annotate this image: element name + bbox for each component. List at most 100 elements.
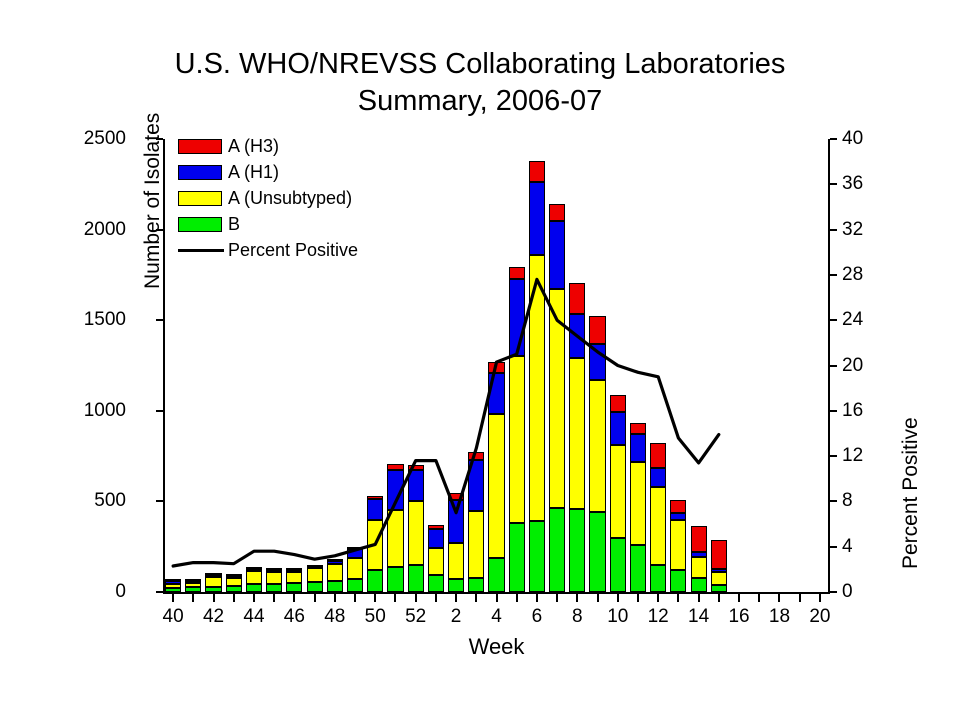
bar-segment-a-h1 [286, 570, 303, 573]
bar-segment-a-h3 [569, 283, 586, 314]
bar-segment-a-h3 [488, 361, 505, 373]
bar-segment-a-h1 [266, 570, 283, 573]
bar-segment-a-h3 [508, 266, 525, 279]
legend-item-a-h1: A (H1) [178, 160, 408, 186]
right-tick-label: 20 [842, 354, 864, 376]
bar-segment-a-unsubtyped [468, 511, 485, 579]
x-tick-label: 44 [243, 606, 265, 627]
right-tick-label: 4 [842, 535, 853, 557]
bar-segment-b [609, 537, 626, 592]
bar-segment-a-h1 [589, 343, 606, 380]
bar-segment-a-unsubtyped [549, 288, 566, 508]
bar-segment-b [306, 582, 323, 592]
right-tick-mark [830, 183, 837, 186]
bar-stack [306, 564, 323, 592]
bar-stack [569, 283, 586, 592]
right-tick-mark [830, 409, 837, 412]
bar-stack [468, 451, 485, 592]
bar-segment-a-h1 [447, 499, 465, 544]
left-tick-label: 0 [115, 581, 126, 602]
bar-segment-a-h1 [549, 220, 566, 289]
left-tick-mark [156, 409, 163, 412]
x-tick-label: 10 [607, 606, 629, 627]
legend-label-a-h3: A (H3) [228, 136, 280, 156]
bar-segment-b [670, 570, 687, 592]
bar-segment-a-h3 [528, 160, 545, 182]
bar-segment-a-h3 [710, 540, 727, 570]
bar-segment-a-unsubtyped [245, 571, 263, 584]
right-tick-label: 24 [842, 309, 864, 331]
bar-segment-a-unsubtyped [387, 510, 404, 567]
bar-segment-a-unsubtyped [225, 578, 242, 586]
bar-segment-b [286, 582, 303, 592]
bar-stack [670, 499, 687, 592]
bar-segment-a-h3 [629, 422, 647, 435]
bar-stack [427, 524, 444, 592]
bar-segment-b [629, 544, 647, 592]
bar-segment-b [690, 577, 707, 592]
bar-segment-a-h3 [185, 578, 202, 581]
x-tick-mark [313, 594, 316, 602]
x-tick-mark [475, 594, 478, 602]
bar-segment-a-unsubtyped [286, 572, 303, 583]
bar-segment-a-h1 [629, 434, 647, 462]
bar-segment-b [589, 512, 606, 592]
x-tick-mark [576, 594, 579, 602]
legend-item-percent-positive: Percent Positive [178, 238, 408, 264]
bar-stack [690, 525, 707, 592]
bar-segment-b [326, 581, 343, 592]
bar-segment-a-h3 [650, 442, 667, 468]
left-tick-label: 2000 [83, 218, 126, 240]
x-tick-label: 42 [202, 606, 225, 627]
x-tick-mark [394, 594, 397, 602]
x-tick-mark [212, 594, 215, 602]
x-tick-mark [738, 594, 741, 602]
bar-segment-a-unsubtyped [569, 358, 586, 509]
bar-segment-a-h1 [387, 469, 404, 511]
x-tick-mark [434, 594, 437, 602]
bar-segment-b [266, 583, 283, 592]
bar-segment-a-h1 [245, 569, 263, 572]
bar-segment-a-h1 [367, 498, 384, 520]
legend-swatch-a-unsubtyped [178, 191, 222, 206]
bar-segment-b [569, 508, 586, 592]
bar-segment-a-unsubtyped [427, 547, 444, 575]
x-tick-label: 12 [647, 606, 669, 627]
x-tick-mark [232, 594, 235, 602]
bar-segment-b [508, 523, 525, 592]
x-tick-mark [495, 594, 498, 602]
bar-segment-a-h3 [165, 578, 182, 581]
bar-segment-a-h3 [245, 567, 263, 570]
bar-segment-a-h1 [650, 467, 667, 487]
bar-segment-a-unsubtyped [447, 543, 465, 580]
legend-label-b: B [228, 214, 241, 234]
bar-segment-a-h1 [165, 580, 182, 584]
bar-stack [346, 547, 364, 592]
right-tick-label: 28 [842, 263, 864, 285]
bar-segment-a-h1 [427, 528, 444, 548]
bar-stack [589, 315, 606, 592]
bar-segment-a-h1 [508, 278, 525, 356]
bar-segment-b [165, 588, 182, 592]
bar-stack [508, 266, 525, 592]
bar-segment-a-unsubtyped [629, 461, 647, 545]
x-tick-mark [293, 594, 296, 602]
legend-swatch-a-h1 [178, 165, 222, 180]
bar-segment-a-h1 [488, 372, 505, 415]
bar-segment-a-h3 [690, 525, 707, 553]
right-tick-mark [830, 455, 837, 458]
bar-segment-a-h1 [468, 459, 485, 512]
x-tick-mark [596, 594, 599, 602]
bar-segment-a-unsubtyped [407, 501, 424, 565]
bar-segment-a-h1 [346, 549, 364, 558]
bar-stack [266, 568, 283, 592]
legend-line-percent-positive [178, 249, 224, 252]
bar-stack [710, 540, 727, 592]
left-tick-mark [156, 591, 163, 593]
bar-segment-a-h1 [185, 580, 202, 583]
bar-segment-a-unsubtyped [670, 519, 687, 571]
x-tick-mark [636, 594, 639, 602]
bar-segment-a-unsubtyped [488, 414, 505, 558]
bar-segment-a-h3 [306, 564, 323, 567]
bar-segment-a-h1 [407, 469, 424, 502]
